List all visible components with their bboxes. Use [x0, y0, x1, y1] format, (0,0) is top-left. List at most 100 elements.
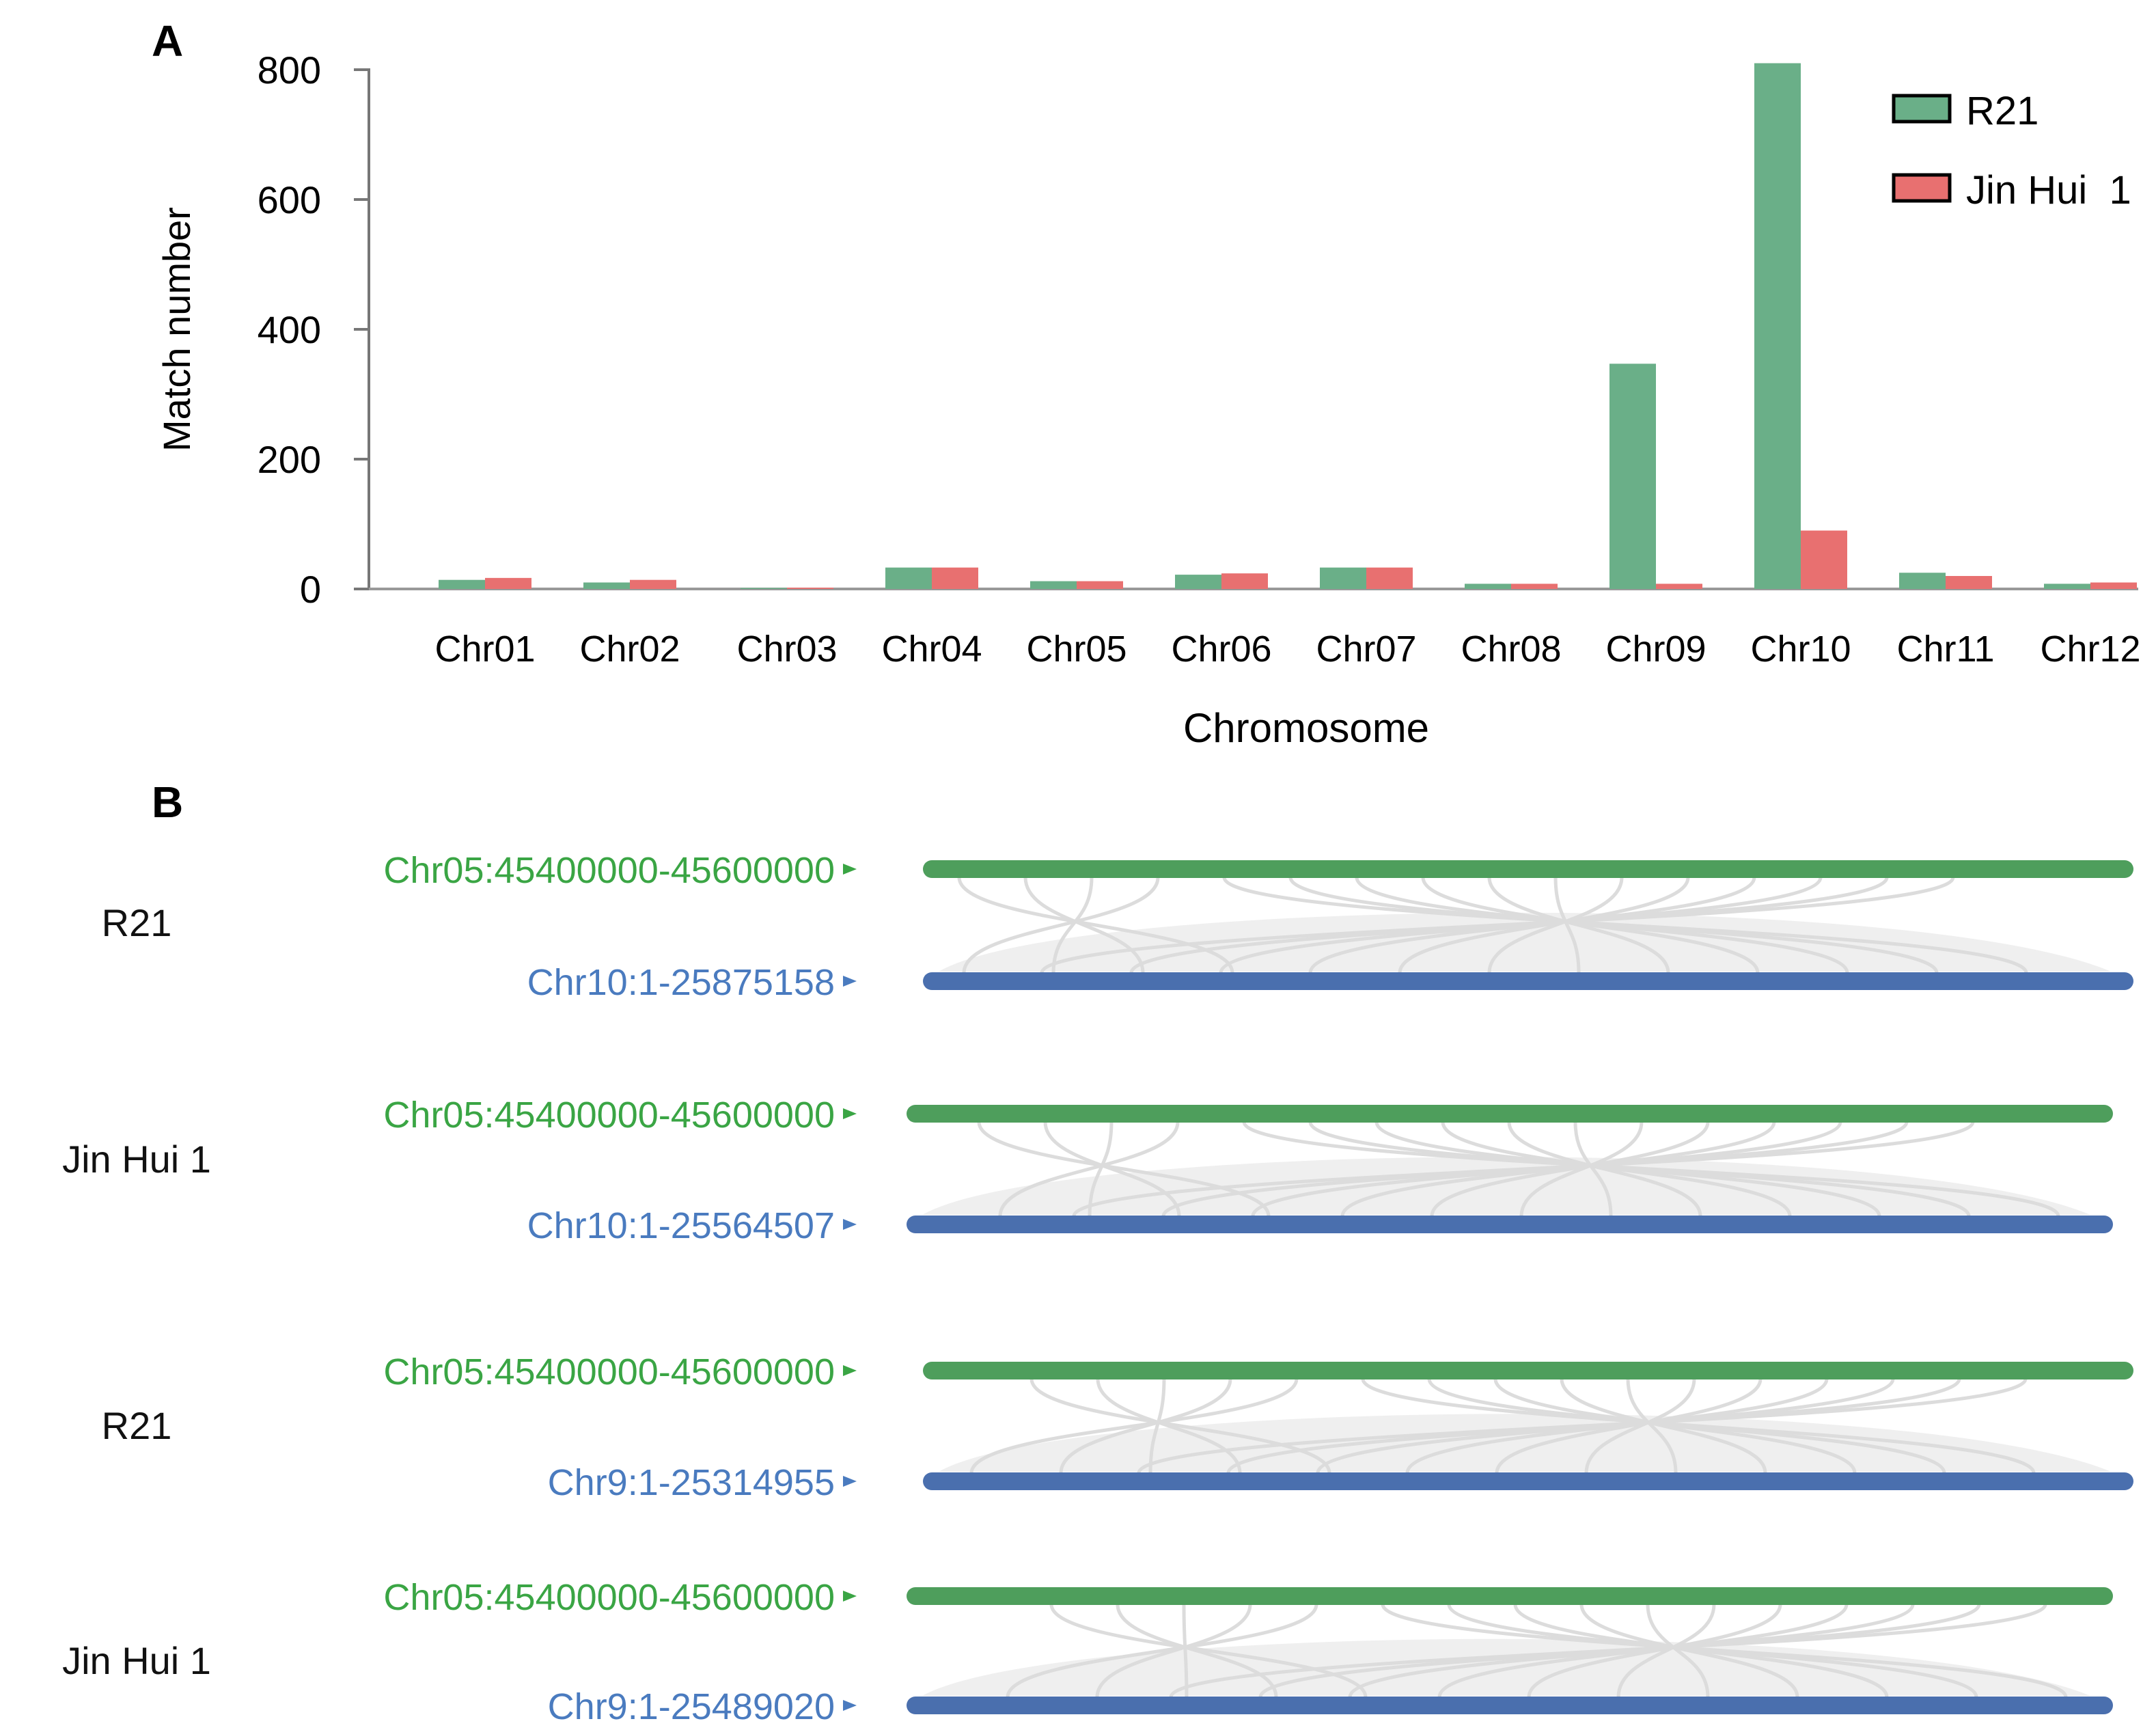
x-tick-label-chr11: Chr11: [1896, 629, 1994, 670]
synteny-link: [1029, 1378, 1331, 1474]
x-tick-label-chr01: Chr01: [434, 629, 535, 670]
genome-label: R21: [102, 901, 172, 944]
x-tick-label-chr05: Chr05: [1026, 629, 1127, 670]
synteny-link: [1049, 1604, 1368, 1698]
synteny-link-band: [939, 912, 2111, 972]
arrow-right-icon: [843, 1700, 857, 1711]
track-query-label: Chr05:45400000-45600000: [383, 1095, 835, 1136]
x-tick-label-chr02: Chr02: [579, 629, 680, 670]
synteny-links: [922, 1604, 2090, 1698]
x-axis-title: Chromosome: [1183, 705, 1429, 751]
synteny-link: [1095, 1604, 1252, 1698]
bar-jinhui-chr03: [787, 588, 833, 589]
bar-jinhui-chr05: [1077, 581, 1123, 589]
synteny-link: [1513, 1604, 1889, 1698]
track-query-label: Chr05:45400000-45600000: [383, 850, 835, 891]
synteny-link: [1553, 877, 1581, 974]
track-query-label: Chr05:45400000-45600000: [383, 1351, 835, 1392]
synteny-link: [957, 877, 1234, 974]
x-tick-label-chr03: Chr03: [736, 629, 837, 670]
synteny-link: [1182, 1604, 1189, 1698]
synteny-link: [1088, 1121, 1114, 1217]
synteny-link: [1507, 1121, 1702, 1217]
synteny-link: [1493, 1378, 1857, 1474]
bar-r21-chr11: [1899, 573, 1946, 589]
synteny-link: [1560, 1378, 1767, 1474]
bar-r21-chr12: [2044, 583, 2090, 589]
synteny-link: [998, 1121, 1180, 1217]
synteny-panel: Chr05:45400000-45600000 Chr10:1-25875158 R…: [62, 850, 2133, 1727]
bar-r21-chr08: [1465, 583, 1511, 589]
bar-jinhui-chr01: [485, 577, 531, 589]
synteny-link: [1137, 1378, 2028, 1474]
arrow-right-icon: [843, 1591, 857, 1602]
synteny-link: [1584, 1378, 1696, 1474]
bar-r21-chr06: [1175, 575, 1221, 589]
bar-jinhui-chr06: [1221, 573, 1268, 589]
synteny-link: [1616, 1604, 1716, 1698]
synteny-block: Chr05:45400000-45600000 Chr10:1-25875158 R…: [102, 850, 2133, 1003]
x-tick-label-chr12: Chr12: [2040, 629, 2140, 670]
track-target-label: Chr10:1-25564507: [527, 1205, 835, 1246]
synteny-link: [1421, 877, 1760, 974]
arrow-right-icon: [843, 1219, 857, 1230]
y-tick-label: 400: [258, 308, 321, 351]
synteny-link: [1626, 1378, 1678, 1474]
bar-jinhui-chr08: [1511, 583, 1558, 589]
synteny-link: [1441, 1121, 1792, 1217]
bar-jinhui-chr12: [2090, 582, 2137, 589]
bar-r21-chr10: [1754, 63, 1801, 589]
synteny-link-band: [922, 1157, 2090, 1215]
track-query-label: Chr05:45400000-45600000: [383, 1577, 835, 1618]
synteny-link: [1646, 1604, 1710, 1698]
synteny-link: [1169, 1604, 2047, 1698]
synteny-link: [1487, 877, 1624, 974]
bar-r21-chr01: [439, 579, 485, 589]
synteny-link: [1116, 1604, 1278, 1698]
legend-swatch-r21: [1892, 94, 1952, 124]
bar-jinhui-chr02: [630, 579, 676, 589]
legend-label-r21: R21: [1966, 89, 2038, 133]
synteny-link: [1006, 1604, 1318, 1698]
synteny-link-band: [922, 1638, 2090, 1696]
synteny-block: Chr05:45400000-45600000 Chr10:1-25564507 J…: [62, 1095, 2113, 1246]
y-tick-label: 200: [258, 438, 321, 481]
x-tick-label-chr04: Chr04: [881, 629, 982, 670]
genome-label: Jin Hui 1: [62, 1138, 211, 1181]
bar-r21-chr03: [741, 588, 787, 589]
x-tick-label-chr06: Chr06: [1171, 629, 1271, 670]
arrow-right-icon: [843, 976, 857, 987]
synteny-block: Chr05:45400000-45600000 Chr9:1-25489020 Ji…: [62, 1577, 2113, 1727]
synteny-link: [1148, 1378, 1166, 1474]
synteny-link: [1072, 1121, 1975, 1217]
y-tick-label: 0: [300, 568, 321, 611]
bar-jinhui-chr07: [1366, 567, 1413, 589]
synteny-link: [1579, 1604, 1799, 1698]
synteny-link: [1096, 1378, 1242, 1474]
panel-b-label: B: [152, 778, 183, 827]
synteny-link: [1051, 877, 1094, 974]
synteny-link: [969, 1378, 1299, 1474]
synteny-link: [1023, 877, 1145, 974]
bar-r21-chr02: [583, 582, 630, 589]
y-ticks: 0 200 400 600 800: [258, 49, 369, 611]
y-tick-label: 800: [258, 49, 321, 92]
panel-a-label: A: [152, 16, 183, 66]
genome-label: R21: [102, 1404, 172, 1447]
synteny-link: [1040, 877, 1955, 974]
synteny-link: [1487, 877, 1670, 974]
synteny-link: [1573, 1121, 1613, 1217]
bar-jinhui-chr04: [932, 567, 978, 589]
synteny-block: Chr05:45400000-45600000 Chr9:1-25314955 R2…: [102, 1351, 2133, 1503]
x-tick-labels: Chr01 Chr02 Chr03 Chr04 Chr05 Chr06 Chr07 Chr08…: [434, 629, 2140, 670]
bar-r21-chr04: [885, 567, 932, 589]
x-tick-label-chr09: Chr09: [1605, 629, 1706, 670]
x-tick-label-chr10: Chr10: [1750, 629, 1851, 670]
bar-jinhui-chr10: [1801, 530, 1847, 589]
arrow-right-icon: [843, 1365, 857, 1376]
arrow-right-icon: [843, 1476, 857, 1487]
bar-jinhui-chr11: [1946, 576, 1992, 589]
y-axis-title: Match number: [155, 207, 198, 452]
